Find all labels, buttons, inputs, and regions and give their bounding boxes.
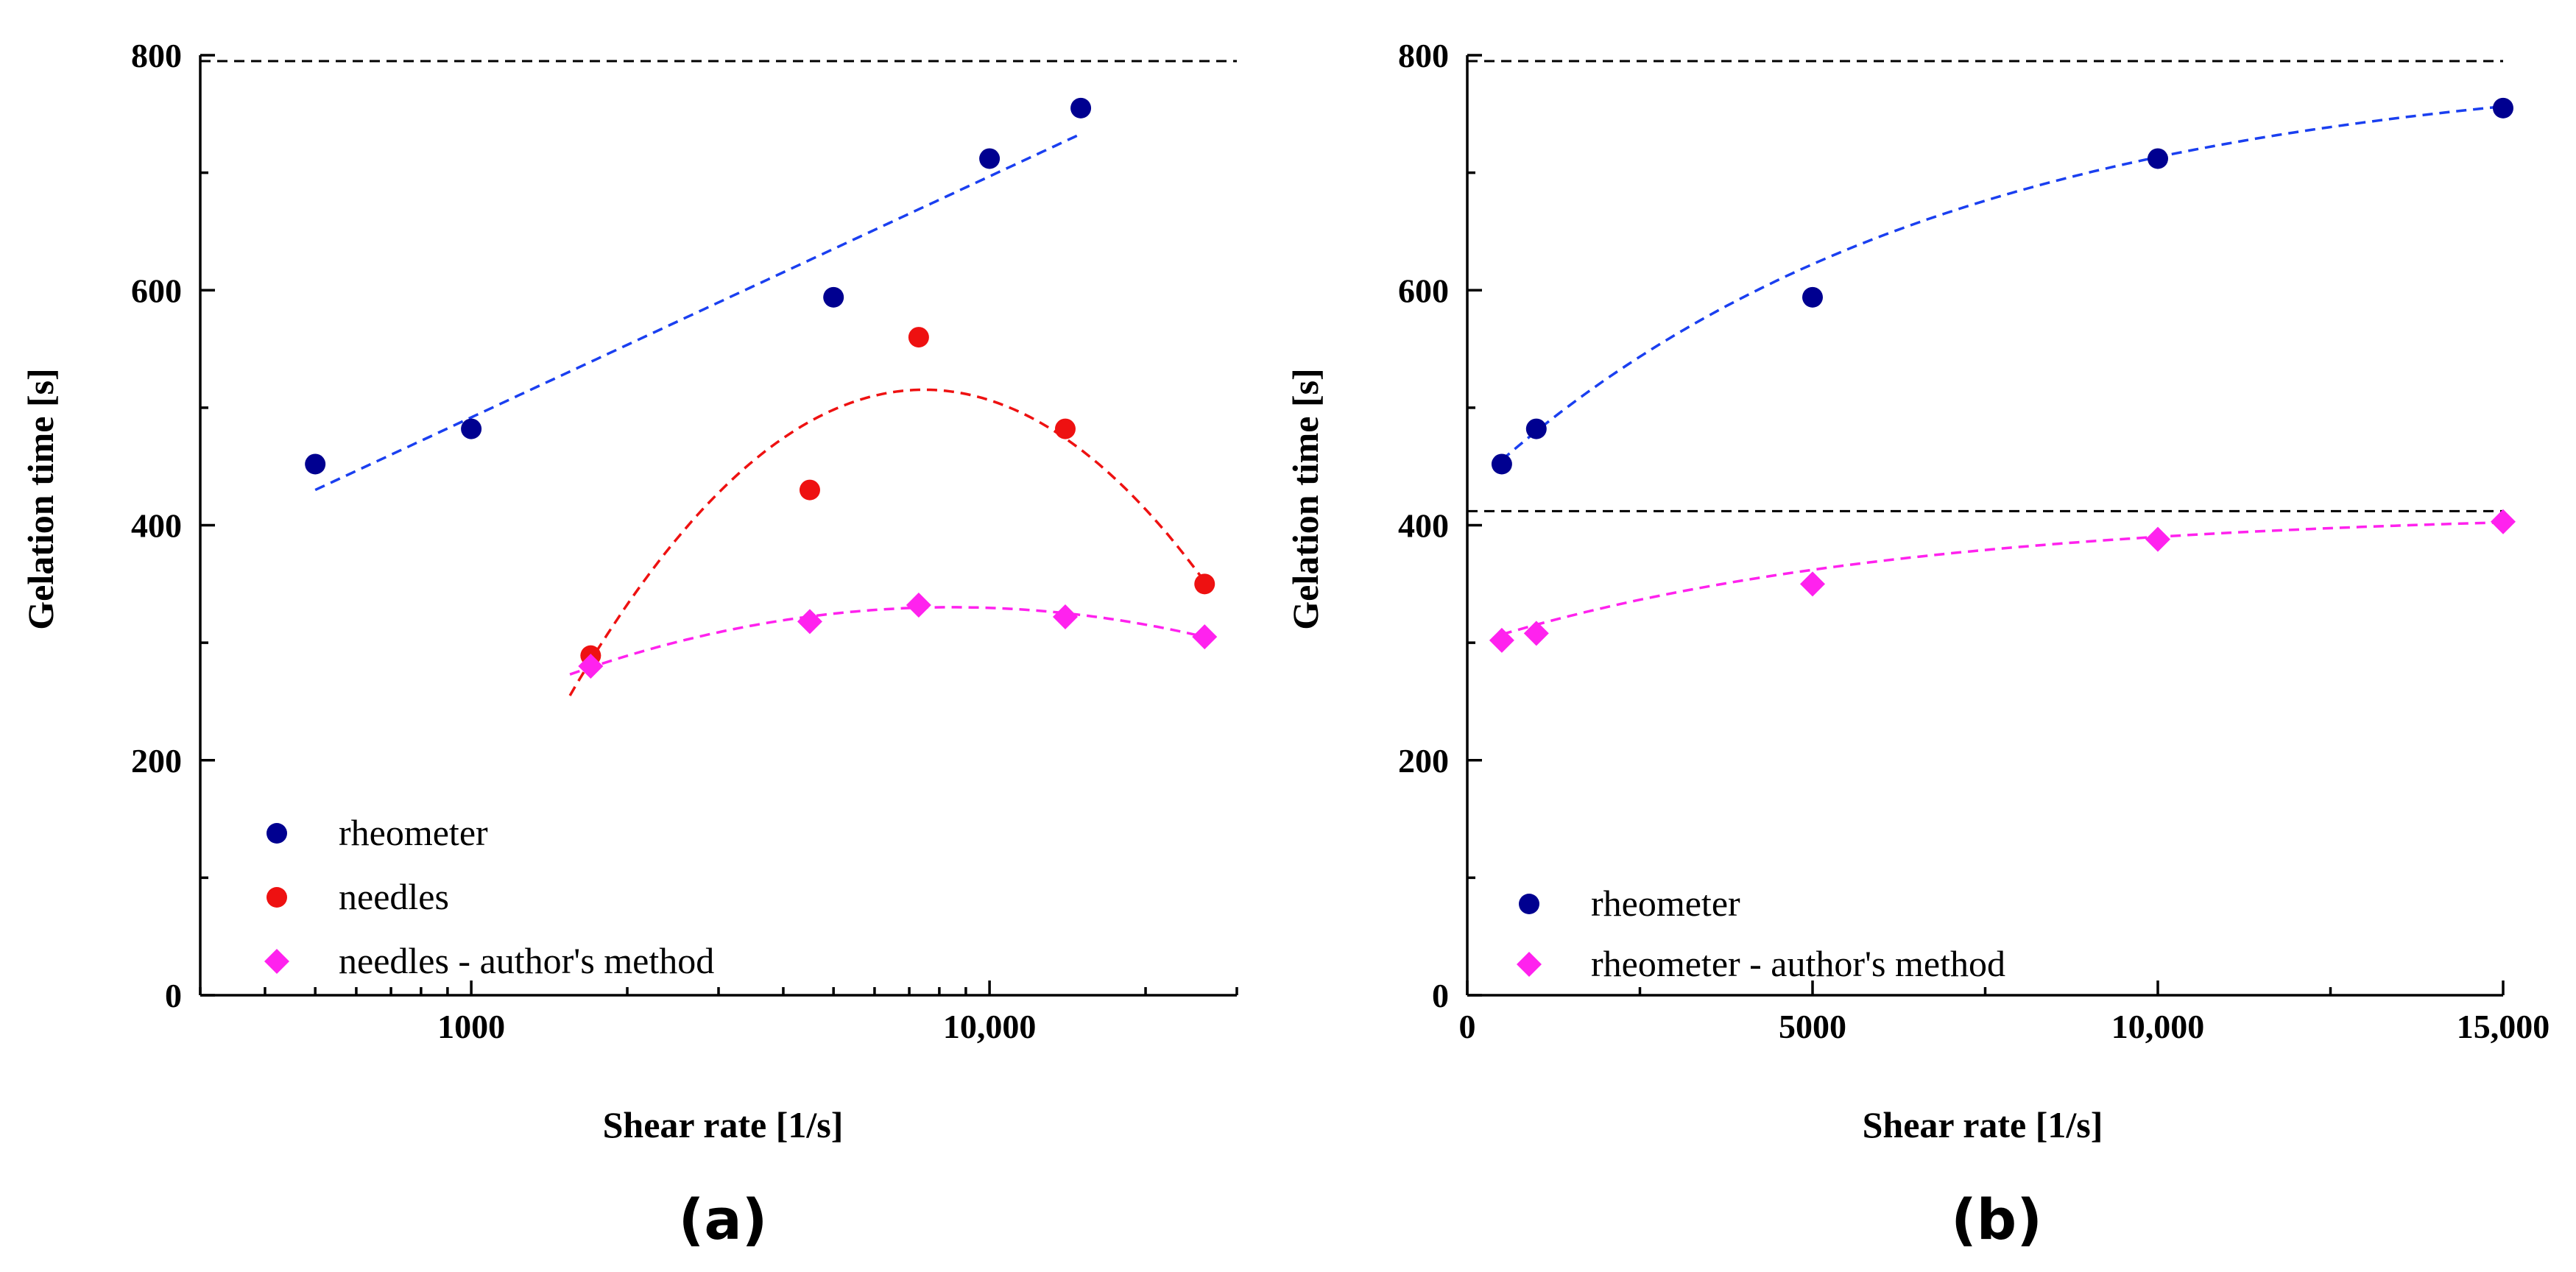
panel-a-legend: rheometer needles needles - author's metho… xyxy=(264,812,714,981)
panel-b-data-markers xyxy=(1489,97,2516,653)
y-tick-label: 0 xyxy=(1432,977,1449,1014)
y-tick-label: 0 xyxy=(165,977,182,1014)
panel-a-x-axis-title: Shear rate [1/s] xyxy=(603,1104,844,1145)
panel-a: 0 200 400 600 800 1000 10,000 Shear rate [1/s]… xyxy=(20,37,1238,1252)
legend-label-needles: needles xyxy=(339,876,449,917)
fit-curve-needles xyxy=(568,388,1206,696)
point-needles---authors-method xyxy=(797,609,822,635)
y-tick-label: 800 xyxy=(131,37,182,74)
panel-b-fit-curves xyxy=(1500,105,2504,636)
point-rheometer xyxy=(1525,418,1547,439)
panel-b-label: (b) xyxy=(1951,1187,2042,1252)
y-tick-label: 600 xyxy=(131,272,182,309)
point-rheometer---authors-method xyxy=(2145,526,2170,552)
x-tick-label: 10,000 xyxy=(2111,1008,2205,1045)
panel-b-y-axis-title: Gelation time [s] xyxy=(1285,368,1326,629)
point-rheometer xyxy=(461,418,482,439)
x-tick-label: 0 xyxy=(1459,1008,1476,1045)
point-needles xyxy=(1194,573,1215,595)
y-tick-label: 200 xyxy=(131,742,182,780)
point-needles xyxy=(908,327,929,348)
y-tick-label: 400 xyxy=(131,507,182,545)
x-tick-label: 15,000 xyxy=(2457,1008,2550,1045)
panel-a-tick-labels: 0 200 400 600 800 1000 10,000 xyxy=(131,37,1036,1045)
point-needles---authors-method xyxy=(578,654,604,679)
panel-a-data-markers xyxy=(305,97,1218,679)
point-needles---authors-method xyxy=(1052,604,1078,630)
point-rheometer xyxy=(1070,97,1092,119)
panel-b-tick-labels: 0 200 400 600 800 0 5000 10,000 15,000 xyxy=(1398,37,2549,1045)
panel-b-legend: rheometer rheometer - author's method xyxy=(1517,883,2005,984)
panel-b-ticks xyxy=(1466,54,2505,997)
y-tick-label: 800 xyxy=(1398,37,1449,74)
panel-a-fit-curves xyxy=(314,132,1206,696)
point-needles xyxy=(799,479,820,501)
point-rheometer xyxy=(305,453,326,475)
panel-b-x-axis-title: Shear rate [1/s] xyxy=(1863,1104,2103,1145)
point-rheometer---authors-method xyxy=(1523,621,1549,646)
legend-label-rheometer---authors-method: rheometer - author's method xyxy=(1591,943,2005,984)
panel-a-plot-area xyxy=(199,55,1237,997)
point-rheometer xyxy=(1802,286,1823,308)
point-rheometer xyxy=(2493,97,2513,119)
x-tick-label: 5000 xyxy=(1779,1008,1846,1045)
point-rheometer xyxy=(823,286,844,308)
y-tick-label: 200 xyxy=(1398,742,1449,780)
panel-a-label: (a) xyxy=(679,1187,768,1252)
x-tick-label: 1000 xyxy=(437,1008,505,1045)
fit-curve-needles---authors-method xyxy=(569,606,1205,676)
legend-marker-needles---authors-method xyxy=(264,949,289,974)
point-rheometer xyxy=(979,148,1001,169)
point-needles---authors-method xyxy=(1192,624,1218,650)
point-needles xyxy=(1054,418,1076,439)
legend-label-rheometer: rheometer xyxy=(339,812,488,853)
point-rheometer xyxy=(1491,453,1512,475)
legend-label-rheometer: rheometer xyxy=(1591,883,1740,924)
x-tick-label: 10,000 xyxy=(943,1008,1037,1045)
point-needles---authors-method xyxy=(906,593,931,618)
panel-a-ticks xyxy=(199,54,1238,997)
point-rheometer xyxy=(2148,148,2168,169)
fit-curve-rheometer---authors-method xyxy=(1501,520,2504,636)
point-rheometer---authors-method xyxy=(1489,627,1514,653)
legend-marker-rheometer xyxy=(267,823,287,844)
fit-curve-rheometer xyxy=(314,132,1081,492)
legend-label-needles---authors-method: needles - author's method xyxy=(339,940,714,981)
panel-b: 0 200 400 600 800 0 5000 10,000 15,000 Shear rat… xyxy=(1285,37,2549,1252)
point-rheometer---authors-method xyxy=(1800,571,1825,597)
panel-b-plot-area xyxy=(1466,55,2503,997)
y-tick-label: 400 xyxy=(1398,507,1449,545)
point-rheometer---authors-method xyxy=(2491,509,2516,534)
panel-a-y-axis-title: Gelation time [s] xyxy=(20,368,61,629)
y-tick-label: 600 xyxy=(1398,272,1449,309)
panel-b-reference-lines xyxy=(1467,60,2503,512)
fit-curve-rheometer xyxy=(1500,105,2504,462)
legend-marker-rheometer xyxy=(1519,894,1539,914)
legend-marker-rheometer---authors-method xyxy=(1517,952,1542,977)
legend-marker-needles xyxy=(267,887,287,908)
